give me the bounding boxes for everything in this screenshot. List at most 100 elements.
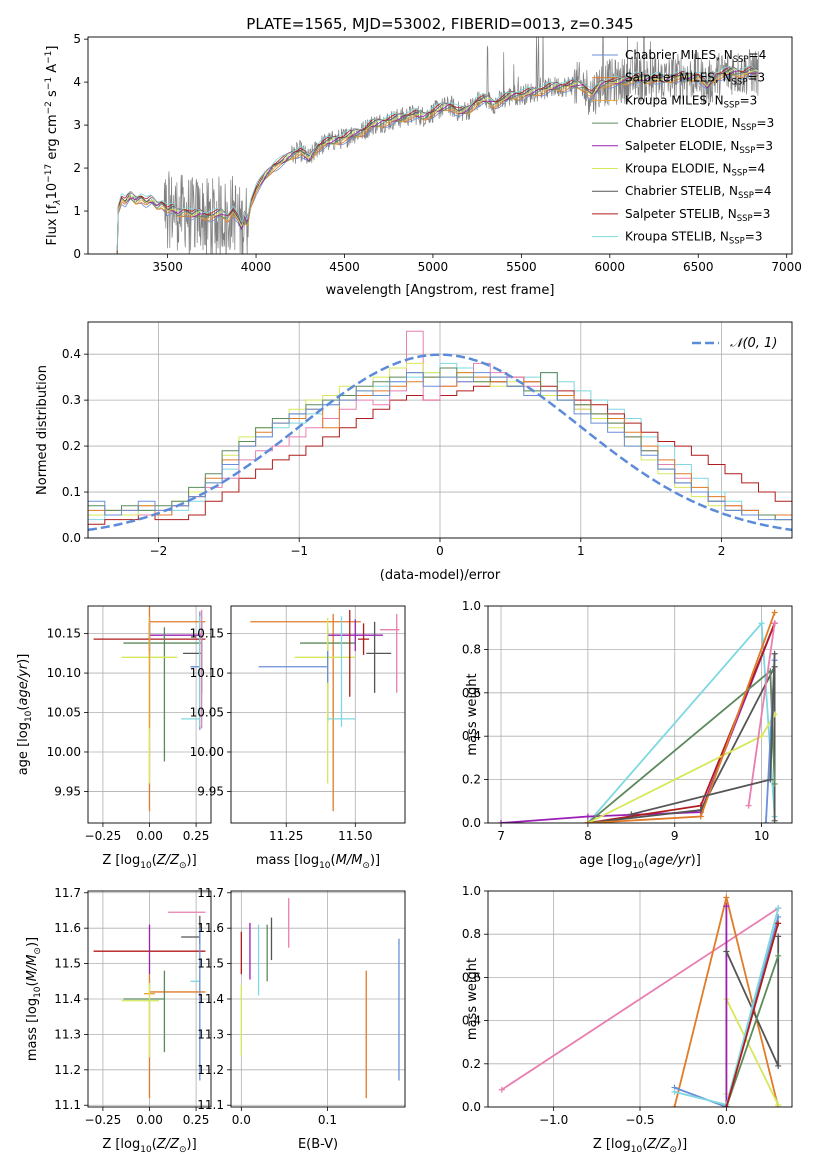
data-point [121, 983, 159, 1058]
weight-marker [762, 820, 769, 823]
x-axis-label: mass [log10(M/M⊙)] [256, 853, 380, 871]
y-tick-label: 11.1 [197, 1098, 224, 1112]
y-tick-label: 11.3 [197, 1027, 224, 1041]
y-tick-label: 11.2 [197, 1063, 224, 1077]
y-axis-label: Normed distribution [35, 365, 50, 495]
x-tick-label: 0.0 [717, 1113, 736, 1127]
data-point [327, 616, 356, 727]
x-tick-label: 0 [436, 544, 444, 558]
legend-label: Salpeter ELODIE, NSSP=3 [625, 139, 773, 156]
axes-frame [487, 605, 793, 824]
weight-marker [771, 650, 778, 657]
data-point [327, 619, 383, 651]
weight-marker [767, 776, 774, 783]
plot-area [88, 891, 211, 1107]
weight-marker [723, 948, 730, 955]
weight-marker [723, 903, 730, 910]
y-axis-label: mass weight [465, 958, 480, 1040]
weight-marker [771, 780, 778, 787]
plot-area [488, 606, 792, 823]
y-tick-label: 10.10 [47, 666, 81, 680]
y-tick-label: 0 [73, 247, 81, 261]
data-point [123, 627, 202, 762]
x-axis-label: Z [log10(Z/Z⊙)] [593, 1137, 687, 1155]
figure-title: PLATE=1565, MJD=53002, FIBERID=0013, z=0… [246, 15, 633, 33]
axes-frame [87, 890, 212, 1108]
gaussian-curve [88, 353, 792, 532]
plot-area [116, 37, 759, 254]
axes-residuals: −2 −1 0 1 2 0.0 0.1 0.2 0.3 0.4 𝒩(0, 1) (data-model… [35, 321, 793, 583]
y-tick-label: 10.00 [190, 745, 224, 759]
weight-marker [628, 811, 635, 818]
x-tick-label: 2 [718, 544, 726, 558]
weight-marker [584, 820, 591, 823]
y-tick-label: 10.05 [190, 706, 224, 720]
y-tick-label: 0.8 [462, 927, 481, 941]
y-tick-label: 11.5 [197, 957, 224, 971]
legend-label: Salpeter STELIB, NSSP=3 [625, 207, 770, 224]
weight-marker [584, 813, 591, 820]
weight-marker [771, 620, 778, 627]
y-tick-label: 9.95 [197, 784, 224, 798]
x-tick-label: 7 [497, 829, 505, 843]
y-tick-label: 10.00 [47, 745, 81, 759]
y-tick-label: 11.4 [197, 992, 224, 1006]
data-point [258, 650, 329, 683]
y-tick-label: 4 [73, 75, 81, 89]
weight-marker [775, 952, 782, 959]
weight-marker [697, 813, 704, 820]
x-tick-label: 0.0 [232, 1113, 251, 1127]
x-tick-label: 11.25 [269, 829, 303, 843]
y-tick-label: 0.0 [462, 1100, 481, 1114]
weight-marker [671, 1104, 678, 1107]
axes-mass_vs_ebv: 0.0 0.1 11.1 11.2 11.3 11.4 11.5 11.6 11.7 E(B-V) [197, 886, 406, 1152]
weight-marker [498, 1086, 505, 1093]
x-tick-label: 5500 [506, 260, 537, 274]
y-tick-label: 0.1 [62, 485, 81, 499]
legend-label: 𝒩(0, 1) [730, 336, 777, 351]
data-point [181, 616, 201, 727]
y-tick-label: 11.1 [54, 1098, 81, 1112]
x-tick-label: 7000 [771, 260, 802, 274]
x-tick-label: 1 [577, 544, 585, 558]
x-axis-label: wavelength [Angstrom, rest frame] [326, 283, 555, 298]
axes-spectrum: 3500 4000 4500 5000 5500 6000 6500 7000 0 1 2 3 4 5 Ch… [44, 32, 802, 298]
x-tick-label: 9 [671, 829, 679, 843]
x-tick-label: 3500 [152, 260, 183, 274]
y-tick-label: 0.6 [462, 686, 481, 700]
x-tick-label: 4000 [241, 260, 272, 274]
x-tick-label: −2 [150, 544, 168, 558]
x-axis-label: E(B-V) [298, 1137, 338, 1152]
axes-frame [230, 605, 406, 824]
y-tick-label: 0.4 [62, 347, 81, 361]
data-point [250, 613, 361, 812]
x-axis-label: (data-model)/error [380, 568, 501, 583]
weight-marker [758, 620, 765, 627]
data-spectrum-line [116, 37, 759, 254]
weight-series-line [587, 666, 776, 823]
y-tick-label: 2 [73, 161, 81, 175]
weight-marker [723, 894, 730, 901]
histogram-series [88, 362, 792, 538]
weight-marker [771, 609, 778, 616]
plot-area [231, 891, 405, 1107]
legend-label: Kroupa ELODIE, NSSP=4 [625, 162, 765, 179]
y-axis-label: mass [log10(M/M⊙)] [25, 937, 43, 1061]
axes-frame [487, 890, 793, 1108]
data-point [358, 623, 370, 655]
weight-marker [775, 933, 782, 940]
data-point [190, 974, 201, 992]
y-tick-label: 11.7 [197, 886, 224, 900]
x-tick-label: 6500 [683, 260, 714, 274]
legend-label: Kroupa MILES, NSSP=3 [625, 93, 757, 110]
weight-marker [775, 1062, 782, 1069]
plot-area [231, 606, 405, 823]
axes-frame [230, 890, 406, 1108]
plot-area [88, 322, 792, 538]
y-tick-label: 0.4 [462, 729, 481, 743]
weight-series-line [587, 621, 776, 823]
x-axis-label: Z [log10(Z/Z⊙)] [102, 1137, 196, 1155]
weight-series-line [725, 923, 780, 1107]
y-tick-label: 11.3 [54, 1027, 81, 1041]
